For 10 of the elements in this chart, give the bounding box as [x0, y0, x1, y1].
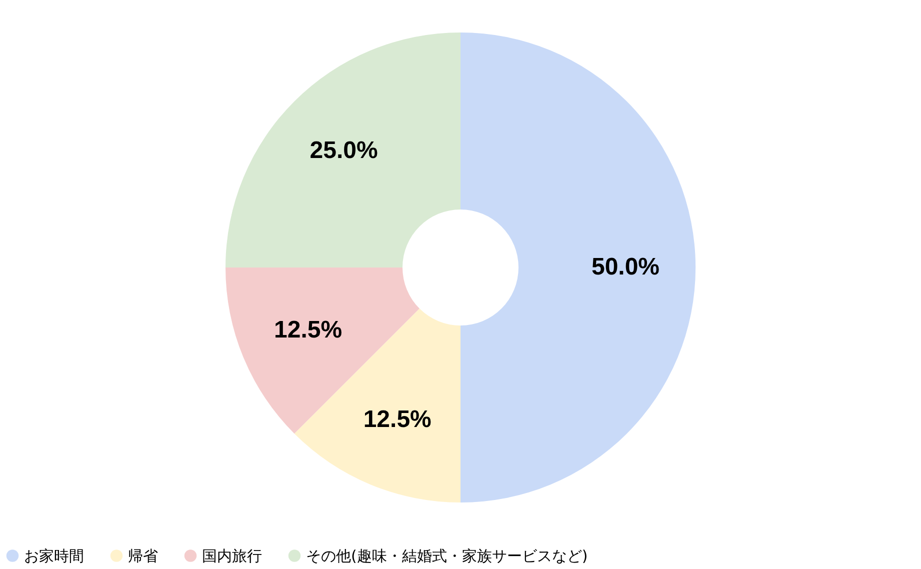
donut-slice	[460, 32, 696, 502]
data-label: 12.5%	[274, 316, 342, 344]
legend-label: 帰省	[128, 546, 158, 565]
legend-label: その他(趣味・結婚式・家族サービスなど)	[306, 546, 588, 565]
data-label: 50.0%	[591, 254, 660, 280]
data-label: 12.5%	[363, 406, 432, 433]
data-label: 25.0%	[310, 136, 378, 164]
legend-label: 国内旅行	[202, 546, 262, 565]
donut-slice	[226, 32, 460, 268]
legend-label: お家時間	[24, 546, 84, 565]
